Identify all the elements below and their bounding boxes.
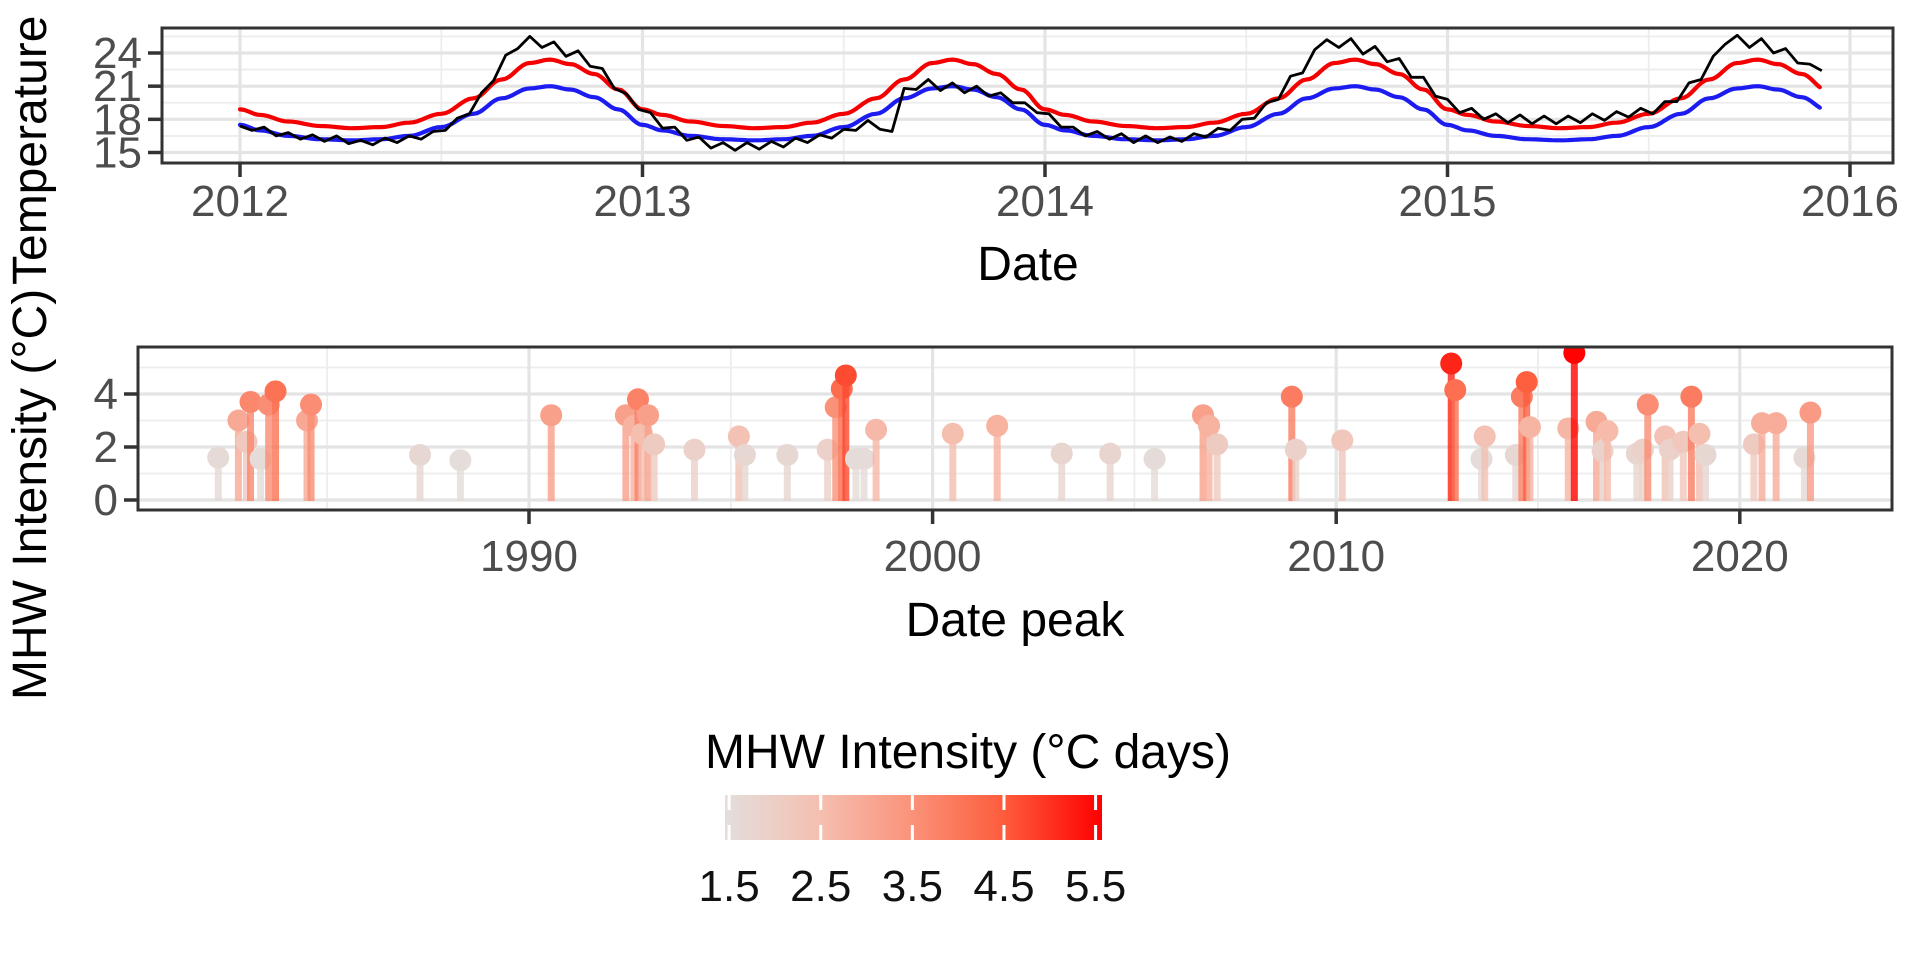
mhw-event-dot xyxy=(1596,420,1619,443)
mhw-event-dot xyxy=(986,414,1009,437)
y-tick-label: 15 xyxy=(93,129,142,178)
bottom-panel-gridlines xyxy=(138,347,1892,510)
mhw-event-dot xyxy=(540,404,563,427)
mhw-event-dot xyxy=(1636,393,1659,416)
mhw-event-dot xyxy=(683,438,706,461)
panel-border xyxy=(160,26,1895,165)
x-tick-label: 2015 xyxy=(1399,177,1497,226)
x-tick-label: 2010 xyxy=(1287,532,1385,581)
x-tick-label: 2000 xyxy=(884,532,982,581)
climatology-line xyxy=(237,84,1822,143)
legend-tick-label: 2.5 xyxy=(790,862,851,911)
mhw-event-dot xyxy=(1563,347,1586,364)
top-panel-series xyxy=(237,33,1823,152)
mhw-event-dot xyxy=(264,380,287,403)
color-legend: MHW Intensity (°C days) 1.5 2.5 3.5 4.5 5.5 xyxy=(699,726,1231,911)
mhw-event-dot xyxy=(300,393,323,416)
legend-tick-label: 3.5 xyxy=(882,862,943,911)
y-tick-label: 24 xyxy=(93,29,142,78)
mhw-event-dot xyxy=(1444,379,1467,402)
mhw-event-dot xyxy=(637,404,660,427)
y-tick-label: 4 xyxy=(94,370,118,419)
mhw-event-dot xyxy=(1518,416,1541,439)
y-tick-label: 0 xyxy=(94,476,118,525)
bottom-yaxis-title: MHW Intensity (°C) xyxy=(4,289,57,700)
mhw-event-dot xyxy=(1050,442,1073,465)
mhw-event-dot xyxy=(1143,447,1166,470)
legend-labels: 1.5 2.5 3.5 4.5 5.5 xyxy=(699,862,1127,911)
mhw-event-dot xyxy=(852,447,875,470)
x-tick-label: 2016 xyxy=(1801,177,1899,226)
mhw-event-dot xyxy=(409,443,432,466)
mhw-event-dot xyxy=(1799,401,1822,424)
legend-ticks xyxy=(727,795,1098,840)
mhw-event-dot xyxy=(1198,414,1221,437)
mhw-event-dot xyxy=(239,390,262,413)
x-tick-label: 2013 xyxy=(594,177,692,226)
top-yaxis-title: Temperature (°C) xyxy=(4,0,57,285)
mhw-event-dot xyxy=(1206,433,1229,456)
mhw-event-dot xyxy=(235,430,258,453)
mhw-event-dot xyxy=(1440,352,1463,375)
threshold-line xyxy=(237,57,1822,131)
bottom-panel-events xyxy=(207,347,1822,501)
mhw-event-dot xyxy=(1473,425,1496,448)
mhw-event-dot xyxy=(727,425,750,448)
mhw-event-dot xyxy=(227,409,250,432)
mhw-event-dot xyxy=(1688,422,1711,445)
bottom-xaxis-title: Date peak xyxy=(906,594,1126,647)
mhw-event-dot xyxy=(1099,442,1122,465)
mhw-event-dot xyxy=(1280,385,1303,408)
temperature-line xyxy=(239,33,1823,152)
x-tick-label: 2020 xyxy=(1691,532,1789,581)
mhw-event-dot xyxy=(1694,443,1717,466)
mhw-event-dot xyxy=(626,388,649,411)
mhw-event-dot xyxy=(207,446,230,469)
legend-title: MHW Intensity (°C days) xyxy=(705,726,1231,779)
mhw-event-dot xyxy=(449,449,472,472)
y-tick-label: 2 xyxy=(94,423,118,472)
mhw-event-dot xyxy=(1680,385,1703,408)
mhw-event-dot xyxy=(776,443,799,466)
x-tick-label: 2012 xyxy=(191,177,289,226)
panel-border xyxy=(136,345,1894,512)
mhw-event-dot xyxy=(1765,412,1788,435)
y-tick-label: 21 xyxy=(93,62,142,111)
mhw-event-dot xyxy=(643,433,666,456)
x-tick-label: 2014 xyxy=(996,177,1094,226)
top-xaxis-title: Date xyxy=(977,238,1078,291)
y-tick-label: 18 xyxy=(93,95,142,144)
top-panel-frame xyxy=(160,26,1895,165)
mhw-event-dot xyxy=(733,443,756,466)
mhw-event-dot xyxy=(941,422,964,445)
mhw-event-dot xyxy=(1515,371,1538,394)
x-tick-label: 1990 xyxy=(480,532,578,581)
bottom-panel-axis-labels: 1990 2000 2010 2020 024 xyxy=(94,370,1789,581)
mhw-event-dot xyxy=(834,364,857,387)
legend-tick-label: 5.5 xyxy=(1065,862,1126,911)
bottom-panel-frame xyxy=(136,345,1894,512)
mhw-event-dot xyxy=(865,418,888,441)
legend-tick-label: 1.5 xyxy=(699,862,760,911)
mhw-event-dot xyxy=(1284,438,1307,461)
mhw-event-dot xyxy=(1331,429,1354,452)
legend-tick-label: 4.5 xyxy=(973,862,1034,911)
